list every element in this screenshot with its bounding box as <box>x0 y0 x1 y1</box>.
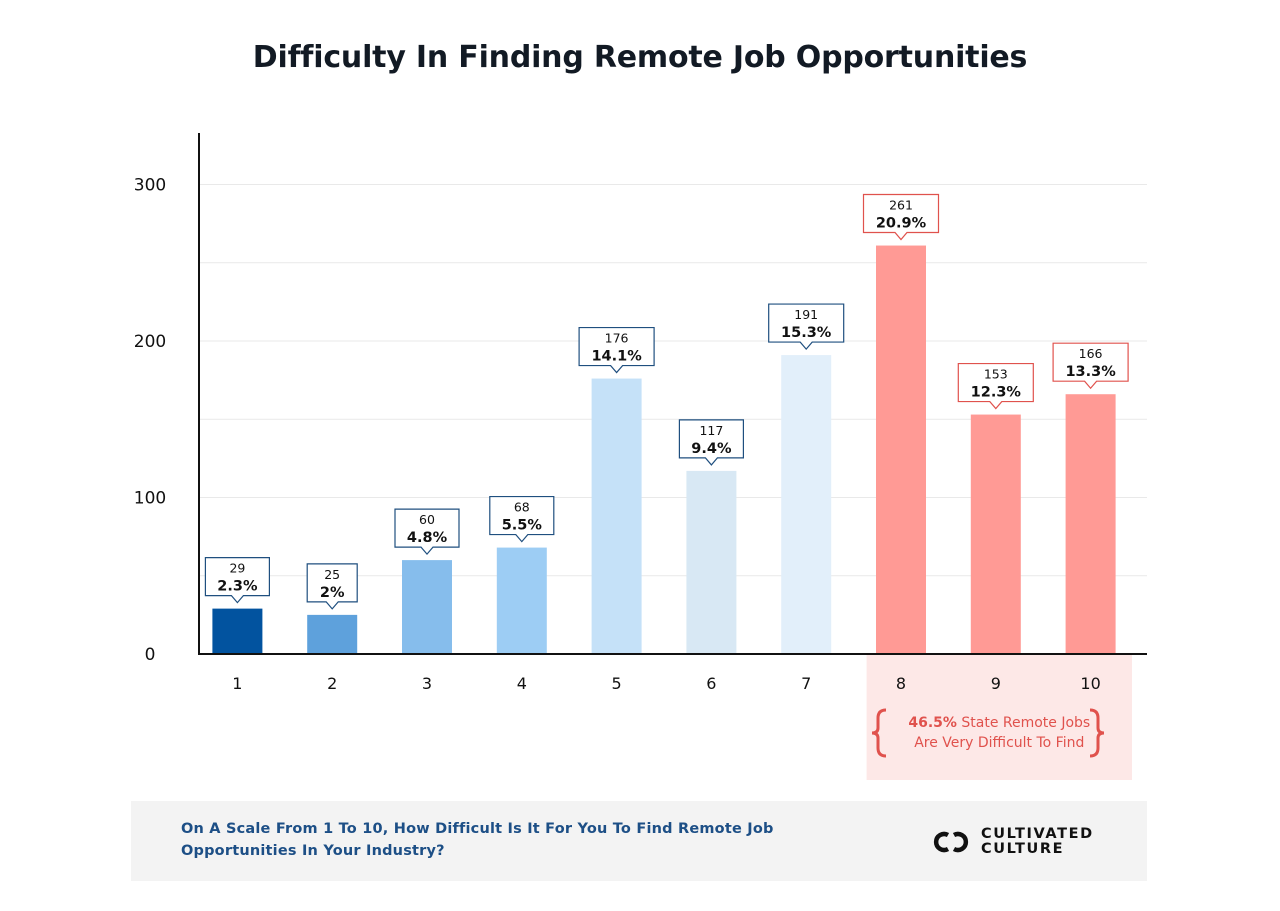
x-tick-label: 10 <box>1080 674 1100 693</box>
x-tick-label: 5 <box>612 674 622 693</box>
highlight-text-line2: Are Very Difficult To Find <box>914 735 1084 751</box>
x-tick-label: 2 <box>327 674 337 693</box>
data-label-percent: 2.3% <box>217 579 258 595</box>
brand-line-2: CULTURE <box>981 841 1065 857</box>
bar <box>212 608 263 654</box>
bar <box>781 355 832 654</box>
bar <box>591 378 642 654</box>
data-label-count: 25 <box>324 567 340 582</box>
x-tick-label: 9 <box>991 674 1001 693</box>
data-label-box <box>489 495 555 543</box>
data-label-percent: 4.8% <box>407 530 448 546</box>
y-axis-ticks: 0 100 200 300 <box>134 176 166 666</box>
data-label-box <box>678 419 744 466</box>
y-tick-label: 100 <box>134 489 166 509</box>
data-label-box <box>957 362 1034 410</box>
bar <box>970 414 1021 654</box>
y-tick-label: 200 <box>134 332 166 352</box>
data-label-box <box>306 563 358 610</box>
data-label-percent: 15.3% <box>781 325 832 341</box>
data-label-box <box>768 303 845 351</box>
data-label-count: 191 <box>794 307 818 322</box>
highlight-text-rest: State Remote Jobs <box>957 715 1090 731</box>
left-brace-icon <box>871 708 887 758</box>
footer-panel: On A Scale From 1 To 10, How Difficult I… <box>131 801 1147 881</box>
highlight-region <box>866 654 1132 780</box>
highlight-percent: 46.5% <box>908 715 957 731</box>
x-tick-label: 6 <box>706 674 716 693</box>
x-tick-label: 8 <box>896 674 906 693</box>
data-label-percent: 14.1% <box>591 349 642 365</box>
bar <box>402 560 452 654</box>
x-axis-ticks: 1 2 3 4 5 6 7 8 9 10 <box>232 674 1100 693</box>
data-label-box <box>1052 342 1129 390</box>
data-label-box <box>862 193 940 241</box>
bar <box>1065 394 1116 654</box>
data-label-box <box>578 326 655 374</box>
data-label-percent: 5.5% <box>502 518 543 534</box>
infinity-link-icon <box>933 831 969 853</box>
bars <box>212 245 1116 654</box>
data-label-percent: 2% <box>320 585 345 601</box>
data-label-count: 261 <box>889 198 913 213</box>
data-label-count: 29 <box>229 561 245 576</box>
bar <box>686 470 737 654</box>
x-tick-label: 7 <box>801 674 811 693</box>
data-label-count: 117 <box>699 423 723 438</box>
bar <box>307 614 358 654</box>
data-label-percent: 13.3% <box>1065 364 1116 380</box>
data-label-count: 68 <box>514 500 530 515</box>
data-label-count: 60 <box>419 512 435 527</box>
highlight-annotation: 46.5% State Remote Jobs Are Very Difficu… <box>871 708 1105 758</box>
x-tick-label: 1 <box>232 674 242 693</box>
chart-title: Difficulty In Finding Remote Job Opportu… <box>252 40 1028 75</box>
bar <box>876 245 926 654</box>
data-label-box <box>394 508 460 556</box>
brand-logo: CULTIVATED CULTURE <box>931 826 1094 858</box>
data-label-percent: 20.9% <box>876 216 927 232</box>
data-labels: 29 2.3% 25 2% 60 4.8% 68 5.5% 176 14.1% 117 9.4% 191… <box>204 193 1129 610</box>
data-label-percent: 12.3% <box>971 385 1022 401</box>
y-tick-label: 300 <box>134 176 166 196</box>
data-label-count: 176 <box>605 331 629 346</box>
data-label-box <box>204 557 270 604</box>
x-tick-label: 3 <box>422 674 432 693</box>
data-label-percent: 9.4% <box>691 441 732 457</box>
x-tick-label: 4 <box>517 674 527 693</box>
bar <box>496 547 547 654</box>
brand-line-1: CULTIVATED <box>981 826 1094 842</box>
y-tick-label: 0 <box>145 645 156 665</box>
right-brace-icon <box>1089 708 1105 758</box>
data-label-count: 166 <box>1079 346 1103 361</box>
brand-name: CULTIVATED CULTURE <box>981 827 1094 857</box>
survey-question: On A Scale From 1 To 10, How Difficult I… <box>181 821 774 859</box>
data-label-count: 153 <box>984 367 1008 382</box>
highlight-text-line1: 46.5% State Remote Jobs <box>908 715 1090 731</box>
